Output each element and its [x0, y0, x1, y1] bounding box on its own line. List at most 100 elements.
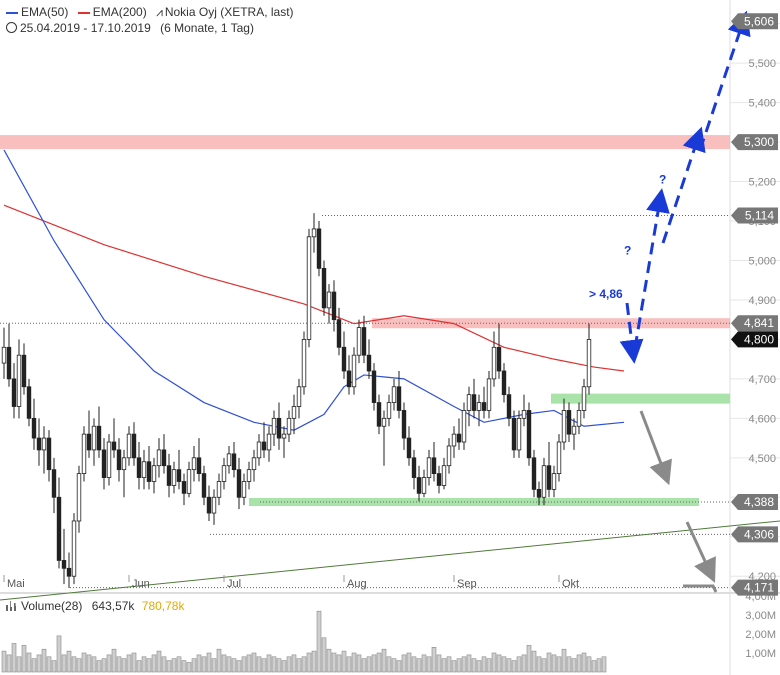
ema50-line: [3, 149, 625, 431]
volume-bar: [566, 656, 572, 673]
candle: [266, 433, 272, 451]
price-tag-label: 4,306: [744, 527, 774, 541]
candle: [236, 469, 242, 498]
candle: [326, 291, 332, 309]
volume-bar: [536, 656, 542, 673]
volume-bar: [601, 656, 607, 673]
candle: [16, 354, 22, 407]
volume-bar: [451, 660, 457, 673]
candle: [581, 386, 587, 411]
price-tag-label: 5,606: [744, 14, 774, 28]
candle: [321, 267, 327, 309]
candle: [51, 469, 57, 498]
price-tag-bg: [731, 331, 778, 348]
candle: [156, 449, 162, 467]
legend-instrument: ⩘ Nokia Oyj (XETRA, last): [156, 5, 294, 19]
volume-bar: [331, 652, 337, 673]
volume-bar: [246, 654, 252, 673]
volume-bar: [71, 656, 77, 673]
volume-bar: [506, 658, 512, 673]
candle: [46, 437, 52, 471]
projection-arrow-down: [619, 302, 644, 364]
y-tick-label: 5,500: [748, 58, 776, 70]
candle: [121, 457, 127, 471]
volume-bar: [396, 660, 402, 673]
volume-bar: [471, 658, 477, 673]
candle: [331, 291, 337, 321]
volume-tick-label: 1,00M: [745, 648, 776, 660]
volume-bar: [156, 650, 162, 673]
projection-arrows: [619, 10, 751, 593]
volume-bars: [1, 610, 607, 673]
volume-bar: [496, 654, 502, 673]
candle: [501, 370, 507, 396]
volume-bar: [556, 656, 562, 673]
volume-bar: [266, 654, 272, 673]
x-tick-label: Jul: [227, 578, 241, 590]
annotation-label: ?: [659, 173, 666, 187]
projection-arrow-up-1: [633, 188, 670, 349]
candle: [226, 453, 232, 467]
candle: [491, 346, 497, 380]
candle: [476, 402, 482, 411]
clock-icon: [6, 22, 17, 33]
candle: [551, 473, 557, 490]
volume-bar: [316, 610, 322, 673]
volume-bar: [26, 652, 32, 673]
volume-bar: [116, 656, 122, 673]
volume-bar: [296, 658, 302, 673]
volume-bar: [236, 660, 242, 673]
candle: [361, 327, 367, 356]
price-tag-label: 5,114: [745, 208, 774, 222]
candle: [201, 473, 207, 498]
candle: [461, 410, 467, 443]
legend-ema200: EMA(200): [77, 5, 147, 19]
volume-bar: [346, 656, 352, 673]
candle: [41, 437, 47, 451]
candle: [441, 465, 447, 486]
candle: [136, 457, 142, 478]
volume-value2: 780,78k: [141, 599, 185, 613]
price-tag: 4,171: [731, 579, 778, 596]
price-tag: 5,300: [731, 134, 778, 151]
candle: [296, 386, 302, 407]
volume-bar: [146, 658, 152, 673]
candle: [6, 346, 12, 380]
price-tag-bg: [731, 579, 778, 596]
x-tick-label: Jun: [132, 578, 150, 590]
volume-bar: [226, 656, 232, 673]
y-tick-label: 5,000: [748, 255, 776, 267]
volume-bar: [81, 652, 87, 673]
candles: [1, 213, 592, 589]
candle: [356, 327, 362, 356]
candle: [531, 457, 537, 490]
candle: [71, 520, 77, 577]
projection-arrow-grey-2: [685, 521, 716, 583]
volume-tick-label: 3,00M: [745, 610, 776, 622]
volume-bar: [351, 652, 357, 673]
volume-bar: [91, 656, 97, 673]
projection-arrow-grey-1: [639, 410, 672, 486]
price-tag: 4,841: [731, 315, 778, 332]
candle: [151, 465, 157, 482]
volume-bar: [576, 654, 582, 673]
candle: [451, 433, 457, 447]
volume-bar: [221, 654, 227, 673]
candle: [481, 402, 487, 411]
candle: [341, 346, 347, 372]
volume-bar: [551, 654, 557, 673]
candle: [376, 402, 382, 427]
candle: [286, 417, 292, 435]
candle: [541, 465, 547, 498]
volume-bar: [51, 660, 57, 673]
volume-bar: [336, 654, 342, 673]
candle: [161, 449, 167, 467]
candle: [506, 394, 512, 419]
volume-bar: [311, 650, 317, 673]
candle: [571, 425, 577, 435]
volume-bar: [511, 660, 517, 673]
candle: [371, 370, 377, 403]
legend-ema50-label: EMA(50): [21, 5, 69, 19]
candle: [546, 465, 552, 490]
candle: [141, 461, 147, 478]
